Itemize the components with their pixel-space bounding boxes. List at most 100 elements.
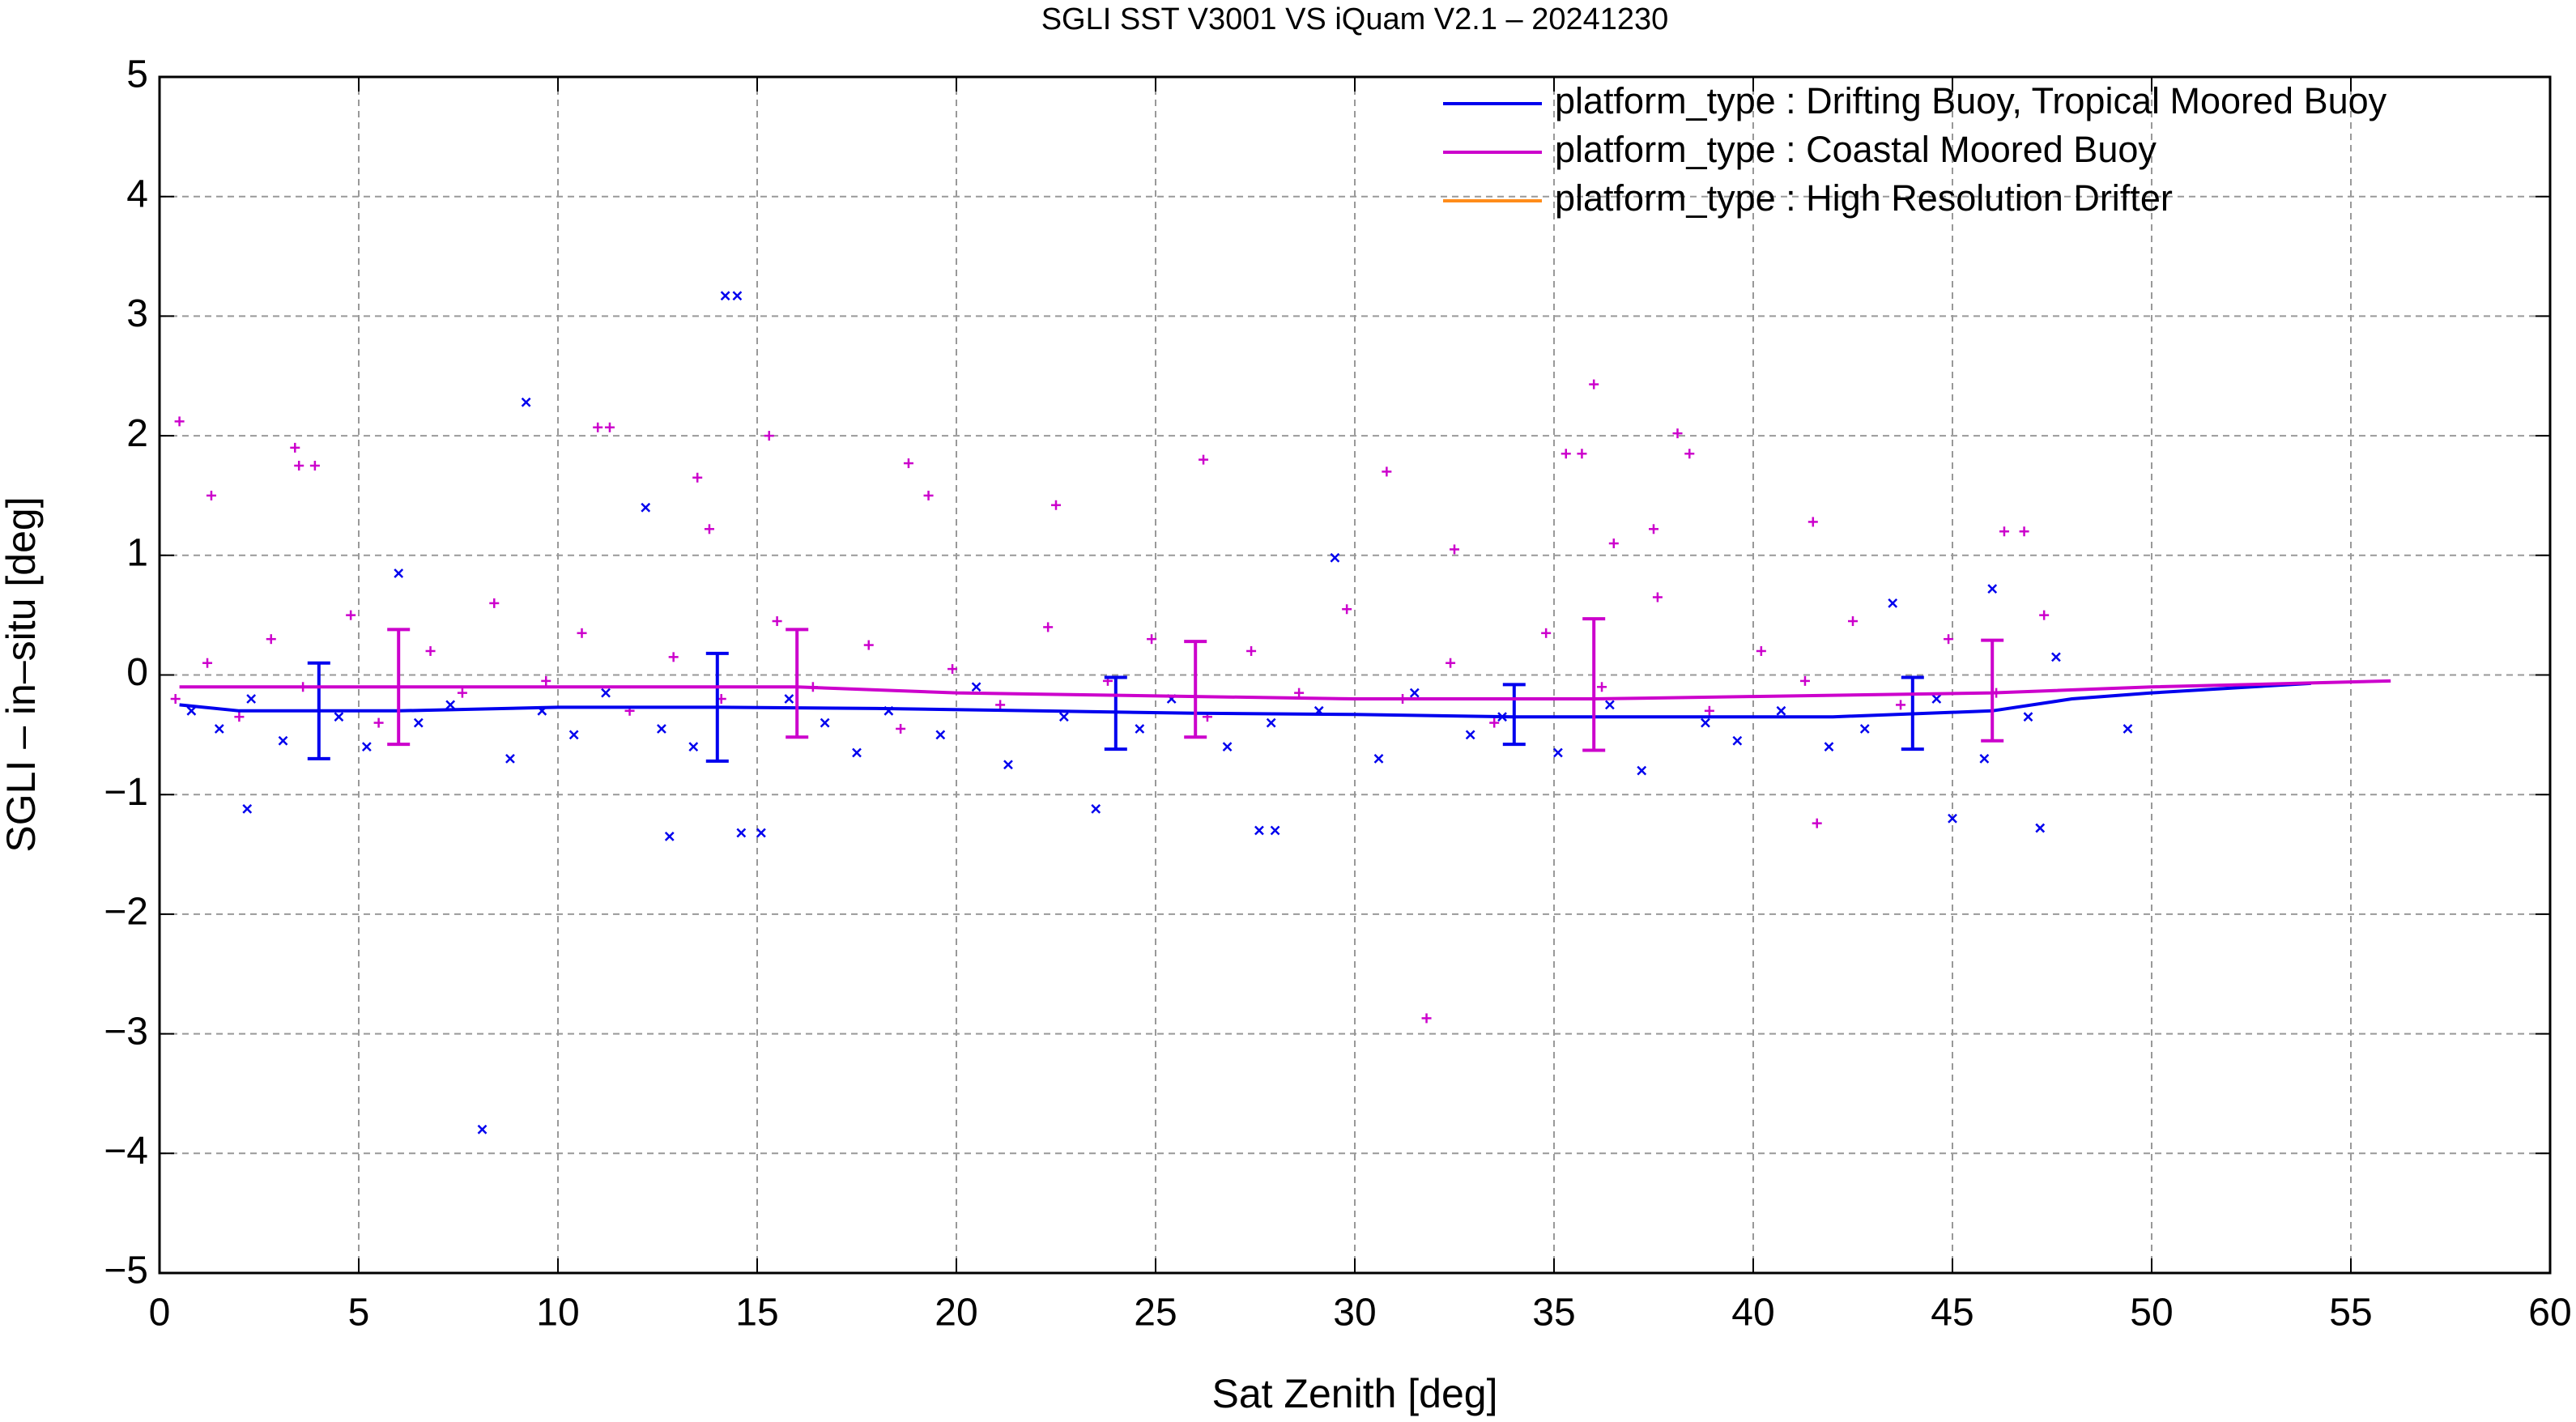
point — [1091, 804, 1101, 814]
point — [935, 730, 946, 740]
error-bar — [705, 651, 729, 763]
point — [1561, 449, 1571, 459]
point — [657, 724, 666, 734]
point — [2023, 712, 2033, 722]
point — [290, 442, 300, 453]
point-stroke — [1776, 705, 1786, 716]
point — [1003, 760, 1013, 770]
point — [309, 461, 320, 471]
point-stroke — [657, 724, 666, 734]
point — [1342, 604, 1352, 615]
point — [2039, 610, 2050, 620]
point — [294, 461, 304, 471]
point-stroke — [1979, 754, 1990, 764]
point-stroke — [334, 712, 344, 722]
point — [202, 658, 213, 668]
point — [1409, 688, 1420, 698]
point-stroke — [1604, 700, 1615, 710]
point — [334, 712, 344, 722]
chart-title: SGLI SST V3001 VS iQuam V2.1 – 20241230 — [1041, 2, 1669, 36]
point — [1270, 825, 1280, 836]
point — [2051, 652, 2061, 662]
y-tick-label: −3 — [104, 1010, 148, 1053]
point-stroke — [1003, 760, 1013, 770]
point-stroke — [413, 717, 424, 728]
point — [1589, 379, 1599, 390]
point — [425, 645, 436, 656]
point — [1465, 730, 1475, 740]
point — [1382, 466, 1392, 477]
x-tick-label: 35 — [1532, 1292, 1575, 1335]
point — [1931, 694, 1942, 704]
error-bar — [1104, 675, 1127, 751]
point — [445, 700, 456, 710]
point-stroke — [1859, 724, 1870, 734]
point — [1489, 717, 1500, 728]
x-tick-label: 10 — [536, 1292, 579, 1335]
point — [521, 397, 531, 407]
y-tick-label: −1 — [104, 771, 148, 814]
point-stroke — [852, 747, 862, 758]
point-stroke — [2123, 724, 2133, 734]
point-stroke — [1948, 813, 1957, 824]
point-stroke — [1465, 730, 1475, 740]
point — [1812, 818, 1822, 828]
point-stroke — [1330, 552, 1340, 563]
point-stroke — [246, 694, 257, 704]
point — [1701, 717, 1710, 728]
x-tick-label: 25 — [1134, 1292, 1177, 1335]
y-tick-label: 0 — [126, 651, 148, 694]
point-stroke — [736, 828, 747, 838]
legend-label: platform_type : Coastal Moored Buoy — [1555, 129, 2157, 170]
point — [1597, 682, 1607, 692]
legend-label: platform_type : Drifting Buoy, Tropical … — [1555, 80, 2387, 121]
point-stroke — [1888, 598, 1898, 608]
x-axis-label: Sat Zenith [deg] — [1211, 1371, 1497, 1416]
point-stroke — [971, 682, 981, 692]
point-stroke — [1553, 747, 1563, 758]
point — [1799, 675, 1810, 686]
point-stroke — [1931, 694, 1942, 704]
point — [1859, 724, 1870, 734]
point — [477, 1124, 488, 1135]
point — [1254, 825, 1264, 836]
point — [604, 422, 615, 432]
point — [1649, 524, 1658, 534]
point-stroke — [2035, 823, 2046, 833]
point-stroke — [720, 291, 730, 301]
point — [1330, 552, 1340, 563]
point — [1888, 598, 1898, 608]
point — [1051, 500, 1061, 510]
point — [242, 804, 253, 814]
point-stroke — [1824, 742, 1834, 752]
point — [995, 700, 1006, 710]
point — [1199, 454, 1209, 465]
point — [641, 502, 651, 513]
error-bar — [1981, 638, 2004, 743]
point-stroke — [2023, 712, 2033, 722]
point — [568, 730, 579, 740]
point-stroke — [361, 742, 372, 752]
x-tick-label: 20 — [935, 1292, 977, 1335]
point — [923, 490, 934, 500]
x-tick-label: 30 — [1333, 1292, 1376, 1335]
error-bar — [1901, 675, 1924, 751]
point — [394, 568, 404, 578]
y-tick-label: 1 — [126, 531, 148, 574]
point — [1732, 735, 1743, 746]
point-stroke — [732, 291, 743, 301]
point-stroke — [1701, 717, 1710, 728]
point — [784, 694, 794, 704]
point — [346, 610, 356, 620]
point — [1147, 634, 1157, 645]
point — [688, 742, 699, 752]
point — [373, 717, 384, 728]
x-tick-label: 60 — [2528, 1292, 2571, 1335]
point-stroke — [784, 694, 794, 704]
point — [863, 640, 874, 650]
point — [1608, 539, 1619, 549]
legend-label: platform_type : High Resolution Drifter — [1555, 177, 2173, 219]
point-stroke — [1373, 754, 1384, 764]
y-tick-label: 3 — [126, 292, 148, 335]
